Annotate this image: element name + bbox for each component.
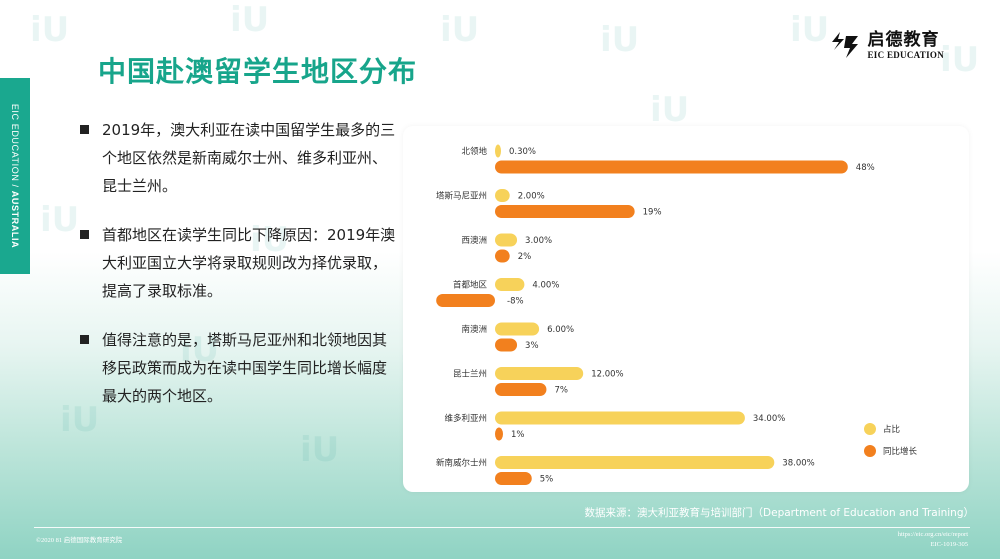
side-tab-left: EIC EDUCATION / xyxy=(10,103,21,191)
brand-logo: 启德教育 EIC EDUCATION xyxy=(830,30,945,60)
bullet-square-icon xyxy=(80,125,89,134)
footer-info: https://eic.org.cn/eic/report EIC-1019-3… xyxy=(898,530,968,550)
side-tab-text: EIC EDUCATION / AUSTRALIA xyxy=(10,104,20,248)
growth-value-label: 5% xyxy=(540,475,554,485)
category-label: 塔斯马尼亚州 xyxy=(436,191,487,202)
legend-swatch xyxy=(864,423,876,435)
growth-value-label: 7% xyxy=(554,386,568,396)
share-value-label: 12.00% xyxy=(591,370,623,380)
share-bar xyxy=(495,367,584,380)
share-bar xyxy=(495,233,518,247)
watermark-glyph: iU xyxy=(650,90,690,130)
share-value-label: 34.00% xyxy=(753,414,785,424)
watermark-glyph: iU xyxy=(600,20,640,60)
legend-label: 占比 xyxy=(883,424,900,435)
category-label: 西澳洲 xyxy=(461,235,487,246)
watermark-glyph: iU xyxy=(440,10,480,50)
share-value-label: 2.00% xyxy=(518,192,545,202)
growth-value-label: 48% xyxy=(856,163,875,173)
share-value-label: 6.00% xyxy=(547,325,574,335)
growth-value-label: -8% xyxy=(507,297,524,307)
category-label: 昆士兰州 xyxy=(453,369,487,380)
share-value-label: 38.00% xyxy=(782,459,814,469)
brand-name-en: EIC EDUCATION xyxy=(867,50,944,60)
chart-card: 北领地 0.30% 48% 塔斯马尼亚州 2.00% 19% 西澳洲 3.00% 2% 首都地区 4… xyxy=(403,126,969,492)
growth-bar xyxy=(495,472,532,485)
bullet-square-icon xyxy=(80,230,89,239)
bar-chart: 北领地 0.30% 48% 塔斯马尼亚州 2.00% 19% 西澳洲 3.00% 2% 首都地区 4… xyxy=(436,144,918,485)
growth-bar xyxy=(495,338,518,352)
watermark-glyph: iU xyxy=(230,0,270,40)
watermark-glyph: iU xyxy=(40,200,80,240)
bullet-text: 首都地区在读学生同比下降原因：2019年澳大利亚国立大学将录取规则改为择优录取，… xyxy=(102,226,396,300)
category-label: 首都地区 xyxy=(453,280,488,291)
growth-bar xyxy=(495,249,510,263)
bullet-item: 2019年，澳大利亚在读中国留学生最多的三个地区依然是新南威尔士州、维多利亚州、… xyxy=(80,116,398,200)
brand-text: 启德教育 EIC EDUCATION xyxy=(868,30,945,60)
share-bar xyxy=(495,278,525,291)
bullet-item: 首都地区在读学生同比下降原因：2019年澳大利亚国立大学将录取规则改为择优录取，… xyxy=(80,221,398,305)
growth-value-label: 19% xyxy=(643,208,662,218)
category-label: 维多利亚州 xyxy=(444,413,487,424)
share-value-label: 4.00% xyxy=(532,281,559,291)
growth-value-label: 1% xyxy=(511,430,525,440)
watermark-glyph: iU xyxy=(300,430,340,470)
watermark-glyph: iU xyxy=(940,40,980,80)
category-label: 新南威尔士州 xyxy=(436,458,487,469)
bullet-text: 值得注意的是，塔斯马尼亚州和北领地因其移民政策而成为在读中国学生同比增长幅度最大… xyxy=(102,331,388,405)
legend-swatch xyxy=(864,445,876,457)
growth-bar xyxy=(436,294,495,307)
growth-value-label: 3% xyxy=(525,341,539,351)
watermark-glyph: iU xyxy=(790,10,830,50)
watermark-glyph: iU xyxy=(30,10,70,50)
share-bar xyxy=(495,456,775,469)
bullet-list: 2019年，澳大利亚在读中国留学生最多的三个地区依然是新南威尔士州、维多利亚州、… xyxy=(80,116,398,431)
source-note: 数据来源：澳大利亚教育与培训部门（Department of Education… xyxy=(584,507,974,519)
side-tab-right: AUSTRALIA xyxy=(10,190,21,249)
category-label: 南澳洲 xyxy=(461,324,487,335)
growth-value-label: 2% xyxy=(518,252,532,262)
category-label: 北领地 xyxy=(461,146,487,157)
legend-label: 同比增长 xyxy=(883,446,918,457)
growth-bar xyxy=(495,383,547,396)
bullet-square-icon xyxy=(80,335,89,344)
brand-mark-icon xyxy=(831,32,858,58)
bullet-item: 值得注意的是，塔斯马尼亚州和北领地因其移民政策而成为在读中国学生同比增长幅度最大… xyxy=(80,326,398,410)
growth-bar xyxy=(495,427,503,441)
share-value-label: 3.00% xyxy=(525,236,552,246)
footer-copyright: ©2020 81 启德国际教育研究院 xyxy=(36,537,123,544)
share-bar xyxy=(495,144,501,158)
share-value-label: 0.30% xyxy=(509,147,536,157)
footer-url: https://eic.org.cn/eic/report xyxy=(897,531,968,538)
share-bar xyxy=(495,411,745,425)
share-bar xyxy=(495,322,540,336)
footer-divider xyxy=(34,527,970,528)
brand-name-cn: 启德教育 xyxy=(867,30,940,50)
growth-bar xyxy=(495,160,848,174)
footer-code: EIC-1019-305 xyxy=(930,541,968,548)
side-tab: EIC EDUCATION / AUSTRALIA xyxy=(0,78,30,274)
page-title: 中国赴澳留学生地区分布 xyxy=(98,55,418,88)
growth-bar xyxy=(495,205,635,218)
share-bar xyxy=(495,189,510,202)
bullet-text: 2019年，澳大利亚在读中国留学生最多的三个地区依然是新南威尔士州、维多利亚州、… xyxy=(102,121,396,195)
